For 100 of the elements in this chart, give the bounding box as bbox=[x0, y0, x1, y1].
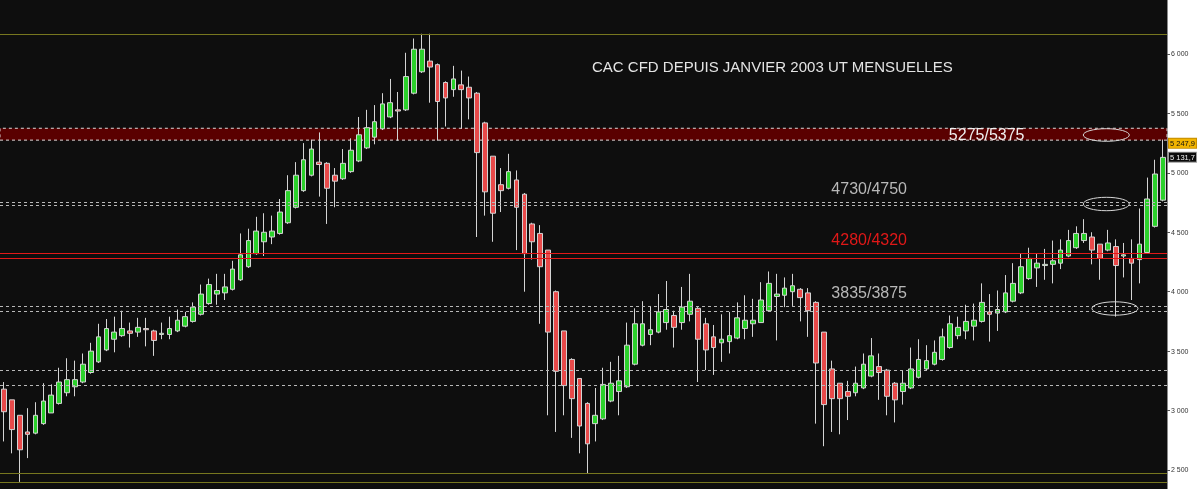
candlestick bbox=[900, 369, 906, 406]
ref-line-label: 4730/4750 bbox=[831, 180, 908, 198]
candlestick bbox=[648, 305, 653, 346]
candlestick bbox=[916, 338, 921, 379]
candlestick bbox=[190, 301, 196, 324]
candlestick bbox=[821, 331, 827, 447]
candlestick bbox=[25, 407, 30, 459]
candlestick bbox=[1034, 253, 1040, 288]
candlestick bbox=[790, 273, 795, 307]
candlestick bbox=[1152, 159, 1158, 228]
candlestick bbox=[104, 318, 109, 352]
candlestick bbox=[884, 368, 890, 416]
candlestick bbox=[246, 228, 251, 269]
candlestick bbox=[443, 80, 448, 127]
candlestick bbox=[88, 342, 94, 375]
candlestick bbox=[301, 142, 306, 193]
candlestick bbox=[577, 377, 582, 454]
candlestick bbox=[632, 307, 638, 366]
candlestick bbox=[782, 276, 787, 308]
candlestick bbox=[727, 311, 732, 354]
candlestick bbox=[813, 300, 819, 425]
candlestick bbox=[1129, 238, 1134, 301]
candlestick bbox=[324, 161, 330, 225]
candlestick bbox=[600, 367, 606, 421]
candlestick bbox=[987, 293, 992, 343]
candlestick bbox=[774, 273, 780, 341]
candlestick bbox=[253, 216, 259, 256]
candlestick bbox=[1097, 243, 1103, 281]
candlestick bbox=[1, 381, 7, 442]
candlestick bbox=[1105, 229, 1111, 252]
candlestick bbox=[451, 65, 456, 98]
candlestick bbox=[711, 324, 716, 376]
candlestick bbox=[624, 322, 630, 389]
candlestick bbox=[908, 347, 914, 390]
candlestick bbox=[608, 361, 614, 403]
candlestick bbox=[750, 298, 756, 338]
candlestick bbox=[1010, 262, 1016, 303]
candlestick bbox=[963, 304, 969, 340]
candlestick bbox=[293, 161, 299, 209]
candlestick bbox=[269, 215, 275, 245]
candlestick bbox=[545, 249, 551, 416]
candlestick bbox=[48, 383, 54, 414]
candlestick bbox=[285, 174, 291, 225]
candlestick bbox=[924, 344, 929, 371]
candlestick bbox=[96, 323, 101, 364]
candlestick bbox=[111, 316, 117, 353]
candlestick bbox=[837, 382, 843, 435]
candlestick bbox=[198, 284, 204, 316]
candlestick bbox=[1081, 218, 1087, 244]
candlestick bbox=[861, 353, 866, 390]
candlestick bbox=[1121, 242, 1126, 278]
candlestick bbox=[277, 198, 283, 236]
candlestick bbox=[537, 224, 543, 325]
candlestick bbox=[853, 366, 858, 397]
candlestick bbox=[498, 167, 504, 213]
candlestick bbox=[1026, 247, 1032, 281]
candlestick bbox=[679, 286, 685, 331]
candlestick bbox=[214, 273, 220, 306]
candlestick bbox=[80, 353, 86, 384]
candlestick bbox=[758, 281, 764, 324]
candlestick bbox=[892, 381, 898, 423]
candlestick bbox=[56, 367, 62, 406]
candlestick bbox=[514, 169, 519, 251]
candlestick bbox=[206, 278, 212, 306]
candlestick bbox=[797, 287, 803, 322]
candlestick bbox=[340, 148, 346, 181]
ref-line-label: 4280/4320 bbox=[831, 231, 908, 249]
candlestick bbox=[387, 78, 393, 119]
band-label: 5275/5375 bbox=[948, 125, 1025, 143]
candlestick bbox=[592, 387, 598, 442]
candlestick bbox=[687, 273, 693, 322]
candlestick bbox=[995, 290, 1000, 332]
candlestick bbox=[1003, 274, 1008, 314]
candlestick bbox=[734, 301, 740, 340]
candlestick bbox=[1144, 177, 1150, 255]
candlestick bbox=[719, 313, 724, 363]
candlestick bbox=[419, 33, 425, 74]
candlestick bbox=[671, 310, 677, 349]
candlestick bbox=[640, 300, 645, 347]
candlestick bbox=[9, 399, 15, 454]
candlestick bbox=[522, 192, 527, 293]
candlestick bbox=[656, 293, 661, 334]
candlestick bbox=[33, 401, 38, 435]
candlestick bbox=[127, 322, 133, 349]
candlestick bbox=[151, 329, 157, 357]
candlestick bbox=[41, 382, 46, 426]
candlestick bbox=[1089, 231, 1095, 265]
candlestick bbox=[182, 311, 188, 328]
candlestick bbox=[829, 360, 835, 433]
candlestick bbox=[876, 353, 882, 401]
candlestick bbox=[695, 306, 701, 383]
candlestick bbox=[238, 232, 243, 282]
candlestick bbox=[805, 287, 811, 338]
candlestick bbox=[167, 316, 172, 340]
candlestick bbox=[72, 360, 78, 397]
ref-line-label: 3835/3875 bbox=[831, 284, 908, 302]
candlestick bbox=[506, 153, 511, 190]
candlestick bbox=[955, 316, 961, 340]
text: CAC CFD DEPUIS JANVIER 2003 UT MENSUELLES bbox=[592, 58, 953, 75]
candlestick bbox=[1137, 207, 1142, 284]
